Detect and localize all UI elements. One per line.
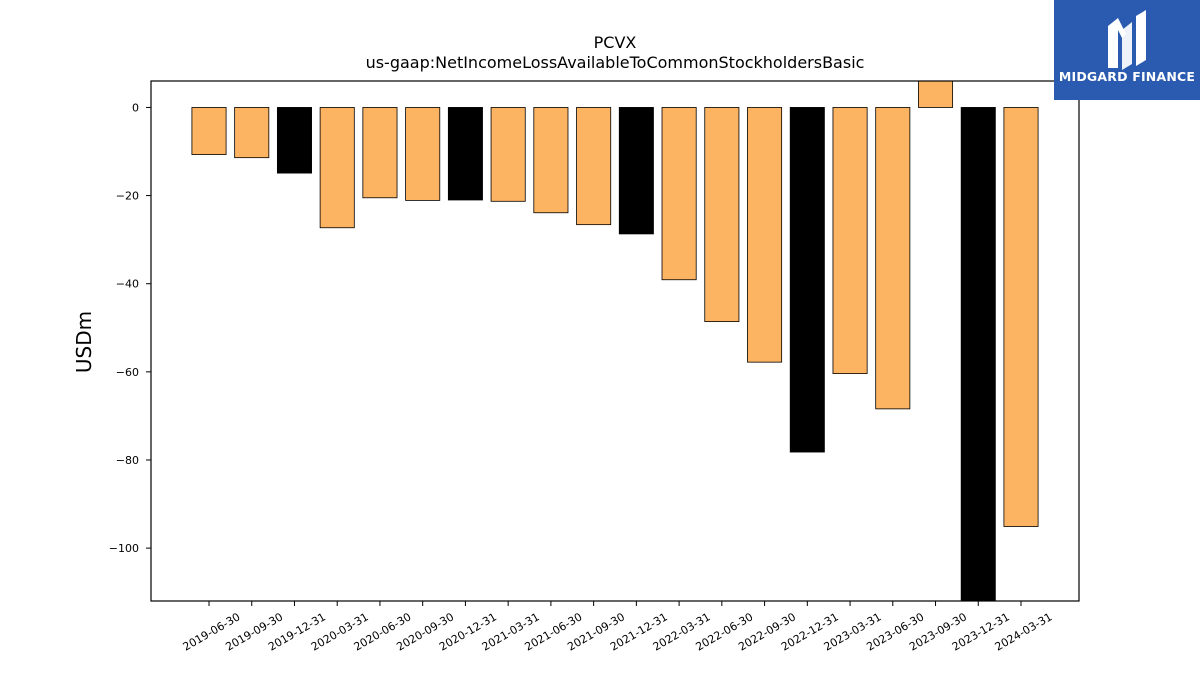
y-axis: 0 −20 −40 −60 −80 −100 bbox=[109, 101, 151, 555]
bar-2019-09-30 bbox=[234, 107, 270, 159]
bar-2023-06-30 bbox=[875, 107, 911, 410]
y-tick-label: −100 bbox=[109, 542, 139, 555]
y-tick-label: −40 bbox=[116, 278, 139, 291]
bar-2021-09-30 bbox=[576, 107, 612, 226]
bar-2021-06-30 bbox=[533, 107, 569, 214]
y-tick-label: 0 bbox=[132, 101, 139, 114]
bar-2019-12-31 bbox=[276, 107, 312, 174]
y-tick-label: −60 bbox=[116, 366, 139, 379]
y-axis-label: USDm bbox=[72, 311, 96, 373]
bar-2022-03-31 bbox=[661, 107, 697, 281]
x-axis: 2019-06-302019-09-302019-12-312020-03-31… bbox=[181, 601, 1055, 654]
midgard-m-logo-icon bbox=[1108, 10, 1146, 70]
bar-2023-12-31 bbox=[960, 107, 996, 601]
bar-2024-03-31 bbox=[1003, 107, 1039, 527]
brand-name: MIDGARD FINANCE bbox=[1058, 69, 1196, 84]
bar-2023-03-31 bbox=[832, 107, 868, 375]
bars-group bbox=[191, 81, 1039, 601]
brand-logo: MIDGARD FINANCE bbox=[1054, 0, 1200, 100]
bar-2021-12-31 bbox=[618, 107, 654, 235]
bar-2020-12-31 bbox=[447, 107, 483, 201]
bar-2022-09-30 bbox=[747, 107, 783, 363]
bar-2022-06-30 bbox=[704, 107, 740, 323]
y-tick-label: −20 bbox=[116, 190, 139, 203]
chart-subtitle: us-gaap:NetIncomeLossAvailableToCommonSt… bbox=[366, 53, 865, 72]
bar-2022-12-31 bbox=[789, 107, 825, 453]
bar-2019-06-30 bbox=[191, 107, 227, 155]
bar-2020-03-31 bbox=[319, 107, 355, 229]
chart-title: PCVX bbox=[594, 33, 637, 52]
bar-2020-06-30 bbox=[362, 107, 398, 199]
bar-2020-09-30 bbox=[405, 107, 441, 201]
plot-frame bbox=[150, 80, 1080, 602]
bar-2021-03-31 bbox=[490, 107, 526, 202]
y-tick-label: −80 bbox=[116, 454, 139, 467]
bar-2023-09-30 bbox=[918, 81, 954, 108]
